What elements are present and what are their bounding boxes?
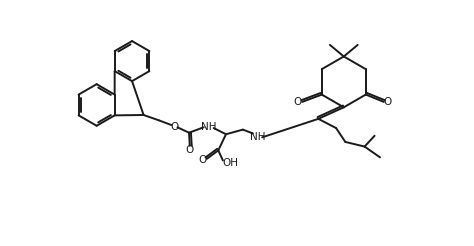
Text: O: O (186, 145, 194, 155)
Text: NH: NH (201, 122, 217, 132)
Text: OH: OH (223, 158, 238, 168)
Text: NH: NH (250, 132, 265, 142)
Text: O: O (199, 155, 207, 165)
Text: O: O (293, 97, 302, 107)
Text: O: O (170, 122, 179, 132)
Text: O: O (383, 97, 392, 107)
